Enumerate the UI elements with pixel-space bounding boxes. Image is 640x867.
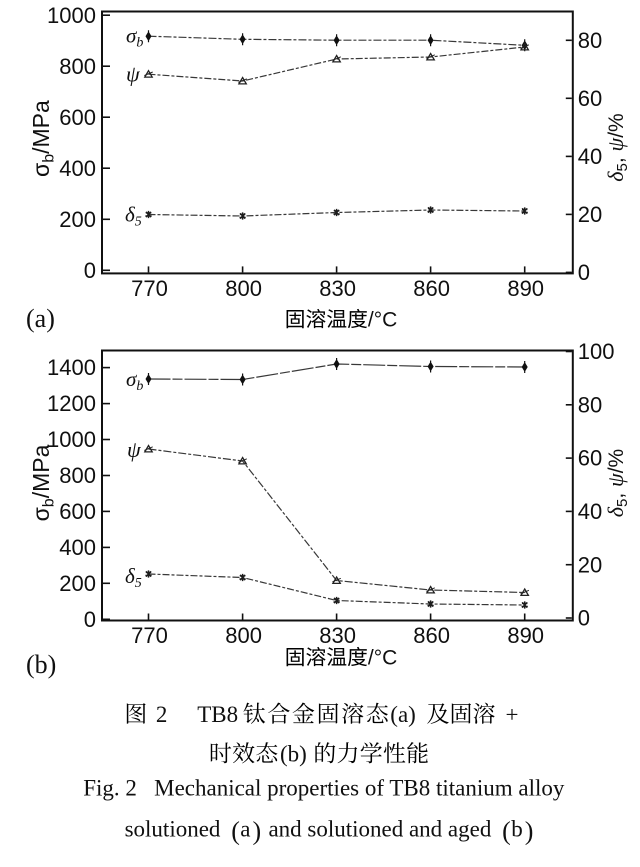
svg-text:200: 200 [59, 571, 96, 596]
svg-text:(b): (b) [26, 650, 56, 679]
svg-text:60: 60 [578, 446, 602, 471]
svg-text:830: 830 [319, 623, 356, 648]
svg-text:ψ: ψ [126, 62, 140, 87]
svg-text:860: 860 [413, 276, 450, 301]
svg-text:δ5, ψ/%: δ5, ψ/% [603, 113, 631, 181]
svg-text:890: 890 [507, 623, 544, 648]
svg-text:(a): (a) [26, 304, 55, 333]
svg-text:80: 80 [578, 28, 602, 53]
svg-text:/°C: /°C [368, 647, 397, 670]
svg-text:b: b [511, 817, 523, 842]
svg-text:100: 100 [578, 339, 615, 364]
svg-text:400: 400 [59, 535, 96, 560]
svg-text:400: 400 [59, 156, 96, 181]
svg-text:200: 200 [59, 207, 96, 232]
svg-text:600: 600 [59, 105, 96, 130]
svg-text:0: 0 [84, 258, 96, 283]
svg-text:1400: 1400 [47, 355, 96, 380]
svg-text:δ5, ψ/%: δ5, ψ/% [603, 449, 631, 517]
svg-text:and solutioned and aged: and solutioned and aged [263, 817, 497, 842]
svg-text:770: 770 [131, 623, 168, 648]
svg-text:20: 20 [578, 202, 602, 227]
svg-text:0: 0 [84, 607, 96, 632]
svg-text:σb/MPa: σb/MPa [28, 100, 58, 177]
svg-text:): ) [525, 817, 534, 846]
svg-text:solutioned: solutioned [125, 817, 227, 842]
svg-text:890: 890 [507, 276, 544, 301]
svg-text:Fig. 2 Mechanical properties: Fig. 2 Mechanical properties of TB8 tita… [83, 776, 565, 801]
svg-text:(: ( [502, 817, 511, 846]
svg-text:800: 800 [59, 463, 96, 488]
svg-text:830: 830 [319, 276, 356, 301]
svg-text:(b): (b) [280, 742, 307, 767]
svg-text:40: 40 [578, 499, 602, 524]
svg-text:+: + [506, 702, 519, 727]
svg-text:800: 800 [225, 623, 262, 648]
svg-text:0: 0 [578, 606, 590, 631]
svg-text:/°C: /°C [368, 309, 397, 332]
svg-text:80: 80 [578, 392, 602, 417]
svg-text:770: 770 [131, 276, 168, 301]
svg-text:1000: 1000 [47, 3, 96, 28]
svg-text:(a): (a) [390, 702, 416, 727]
svg-text:TB8: TB8 [197, 702, 238, 727]
svg-text:1000: 1000 [47, 427, 96, 452]
svg-text:0: 0 [578, 260, 590, 285]
svg-text:800: 800 [225, 276, 262, 301]
svg-text:1200: 1200 [47, 391, 96, 416]
svg-text:(: ( [231, 817, 240, 846]
svg-text:σb/MPa: σb/MPa [28, 444, 58, 521]
svg-text:800: 800 [59, 54, 96, 79]
svg-text:60: 60 [578, 86, 602, 111]
svg-text:40: 40 [578, 144, 602, 169]
svg-text:600: 600 [59, 499, 96, 524]
svg-text:860: 860 [413, 623, 450, 648]
svg-text:ψ: ψ [127, 437, 141, 462]
svg-text:a: a [240, 817, 250, 842]
svg-text:2: 2 [156, 702, 168, 727]
svg-text:20: 20 [578, 552, 602, 577]
svg-text:): ) [253, 817, 262, 846]
